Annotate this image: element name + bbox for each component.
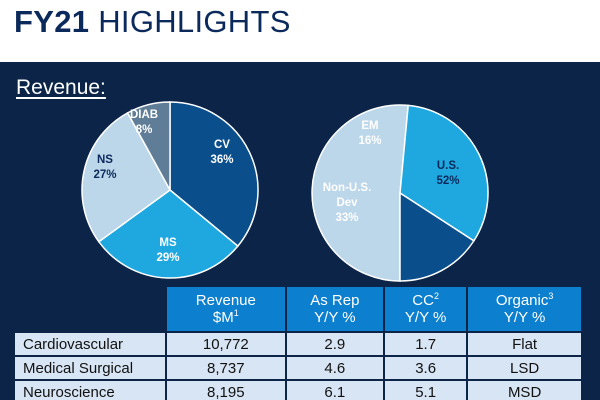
cell-cc: 1.7 xyxy=(385,333,467,355)
cell-revenue: 10,772 xyxy=(167,333,285,355)
col-header-sup: 3 xyxy=(548,291,554,301)
table-row: Medical Surgical 8,737 4.6 3.6 LSD xyxy=(15,357,581,379)
cell-cc: 5.1 xyxy=(385,381,467,400)
pie-label-ns: NS 27% xyxy=(93,154,116,181)
col-header-line2: $M xyxy=(212,309,234,326)
col-header-line2: Y/Y % xyxy=(404,309,447,326)
pie-label-non-u-s-dev: Non-U.S. Dev 33% xyxy=(323,182,372,224)
row-name: Medical Surgical xyxy=(15,357,165,379)
col-header-line1: CC xyxy=(412,292,434,309)
row-name: Neuroscience xyxy=(15,381,165,400)
pie-label-diab: DIAB 8% xyxy=(130,109,158,136)
pie-label-em: EM 16% xyxy=(358,120,381,147)
table-row: Neuroscience 8,195 6.1 5.1 MSD xyxy=(15,381,581,400)
col-header-sup: 2 xyxy=(433,291,439,301)
cell-as-rep: 6.1 xyxy=(286,381,384,400)
cell-organic: LSD xyxy=(468,357,581,379)
page-title: FY21 HIGHLIGHTS xyxy=(14,4,291,40)
col-header-line1: As Rep xyxy=(310,292,360,309)
cell-cc: 3.6 xyxy=(385,357,467,379)
pie-slice-cv xyxy=(169,101,259,248)
cell-as-rep: 4.6 xyxy=(286,357,384,379)
cell-organic: Flat xyxy=(468,333,581,355)
col-header-as-rep: As Rep Y/Y % xyxy=(286,287,384,331)
pie-slice-em xyxy=(399,191,475,282)
pie-slice-ns xyxy=(81,111,171,243)
pie-slice-ms xyxy=(97,189,239,279)
pie-label-u-s: U.S. 52% xyxy=(436,160,459,187)
table-corner xyxy=(15,287,165,331)
col-header-revenue: Revenue $M1 xyxy=(167,287,285,331)
title-text: HIGHLIGHTS xyxy=(98,4,291,39)
cell-revenue: 8,737 xyxy=(167,357,285,379)
col-header-sup: 1 xyxy=(233,308,239,318)
row-name: Cardiovascular xyxy=(15,333,165,355)
pie-label-cv: CV 36% xyxy=(210,139,233,166)
col-header-line2: Y/Y % xyxy=(314,309,356,326)
pie-label-ms: MS 29% xyxy=(156,237,179,264)
pie-slice-u-s xyxy=(311,104,410,282)
cell-organic: MSD xyxy=(468,381,581,400)
section-label: Revenue: xyxy=(16,76,106,99)
table-header-row: Revenue $M1 As Rep Y/Y % CC2 Y/Y % Organic3… xyxy=(15,287,581,331)
header-bar: FY21 HIGHLIGHTS xyxy=(0,0,600,62)
col-header-organic: Organic3 Y/Y % xyxy=(468,287,581,331)
col-header-cc: CC2 Y/Y % xyxy=(385,287,467,331)
cell-as-rep: 2.9 xyxy=(286,333,384,355)
col-header-line1: Revenue xyxy=(195,292,256,309)
revenue-table: Revenue $M1 As Rep Y/Y % CC2 Y/Y % Organic3… xyxy=(13,285,583,400)
pie-slice-diab xyxy=(126,101,171,191)
title-year: FY21 xyxy=(14,4,90,39)
col-header-line1: Organic xyxy=(495,292,549,309)
pie-chart-2: U.S. 52% Non-U.S. Dev 33% EM 16% xyxy=(311,104,489,282)
cell-revenue: 8,195 xyxy=(167,381,285,400)
pie-chart-1: CV 36% MS 29% NS 27% DIAB 8% xyxy=(81,101,259,279)
col-header-line2: Y/Y % xyxy=(503,309,546,326)
table-row: Cardiovascular 10,772 2.9 1.7 Flat xyxy=(15,333,581,355)
